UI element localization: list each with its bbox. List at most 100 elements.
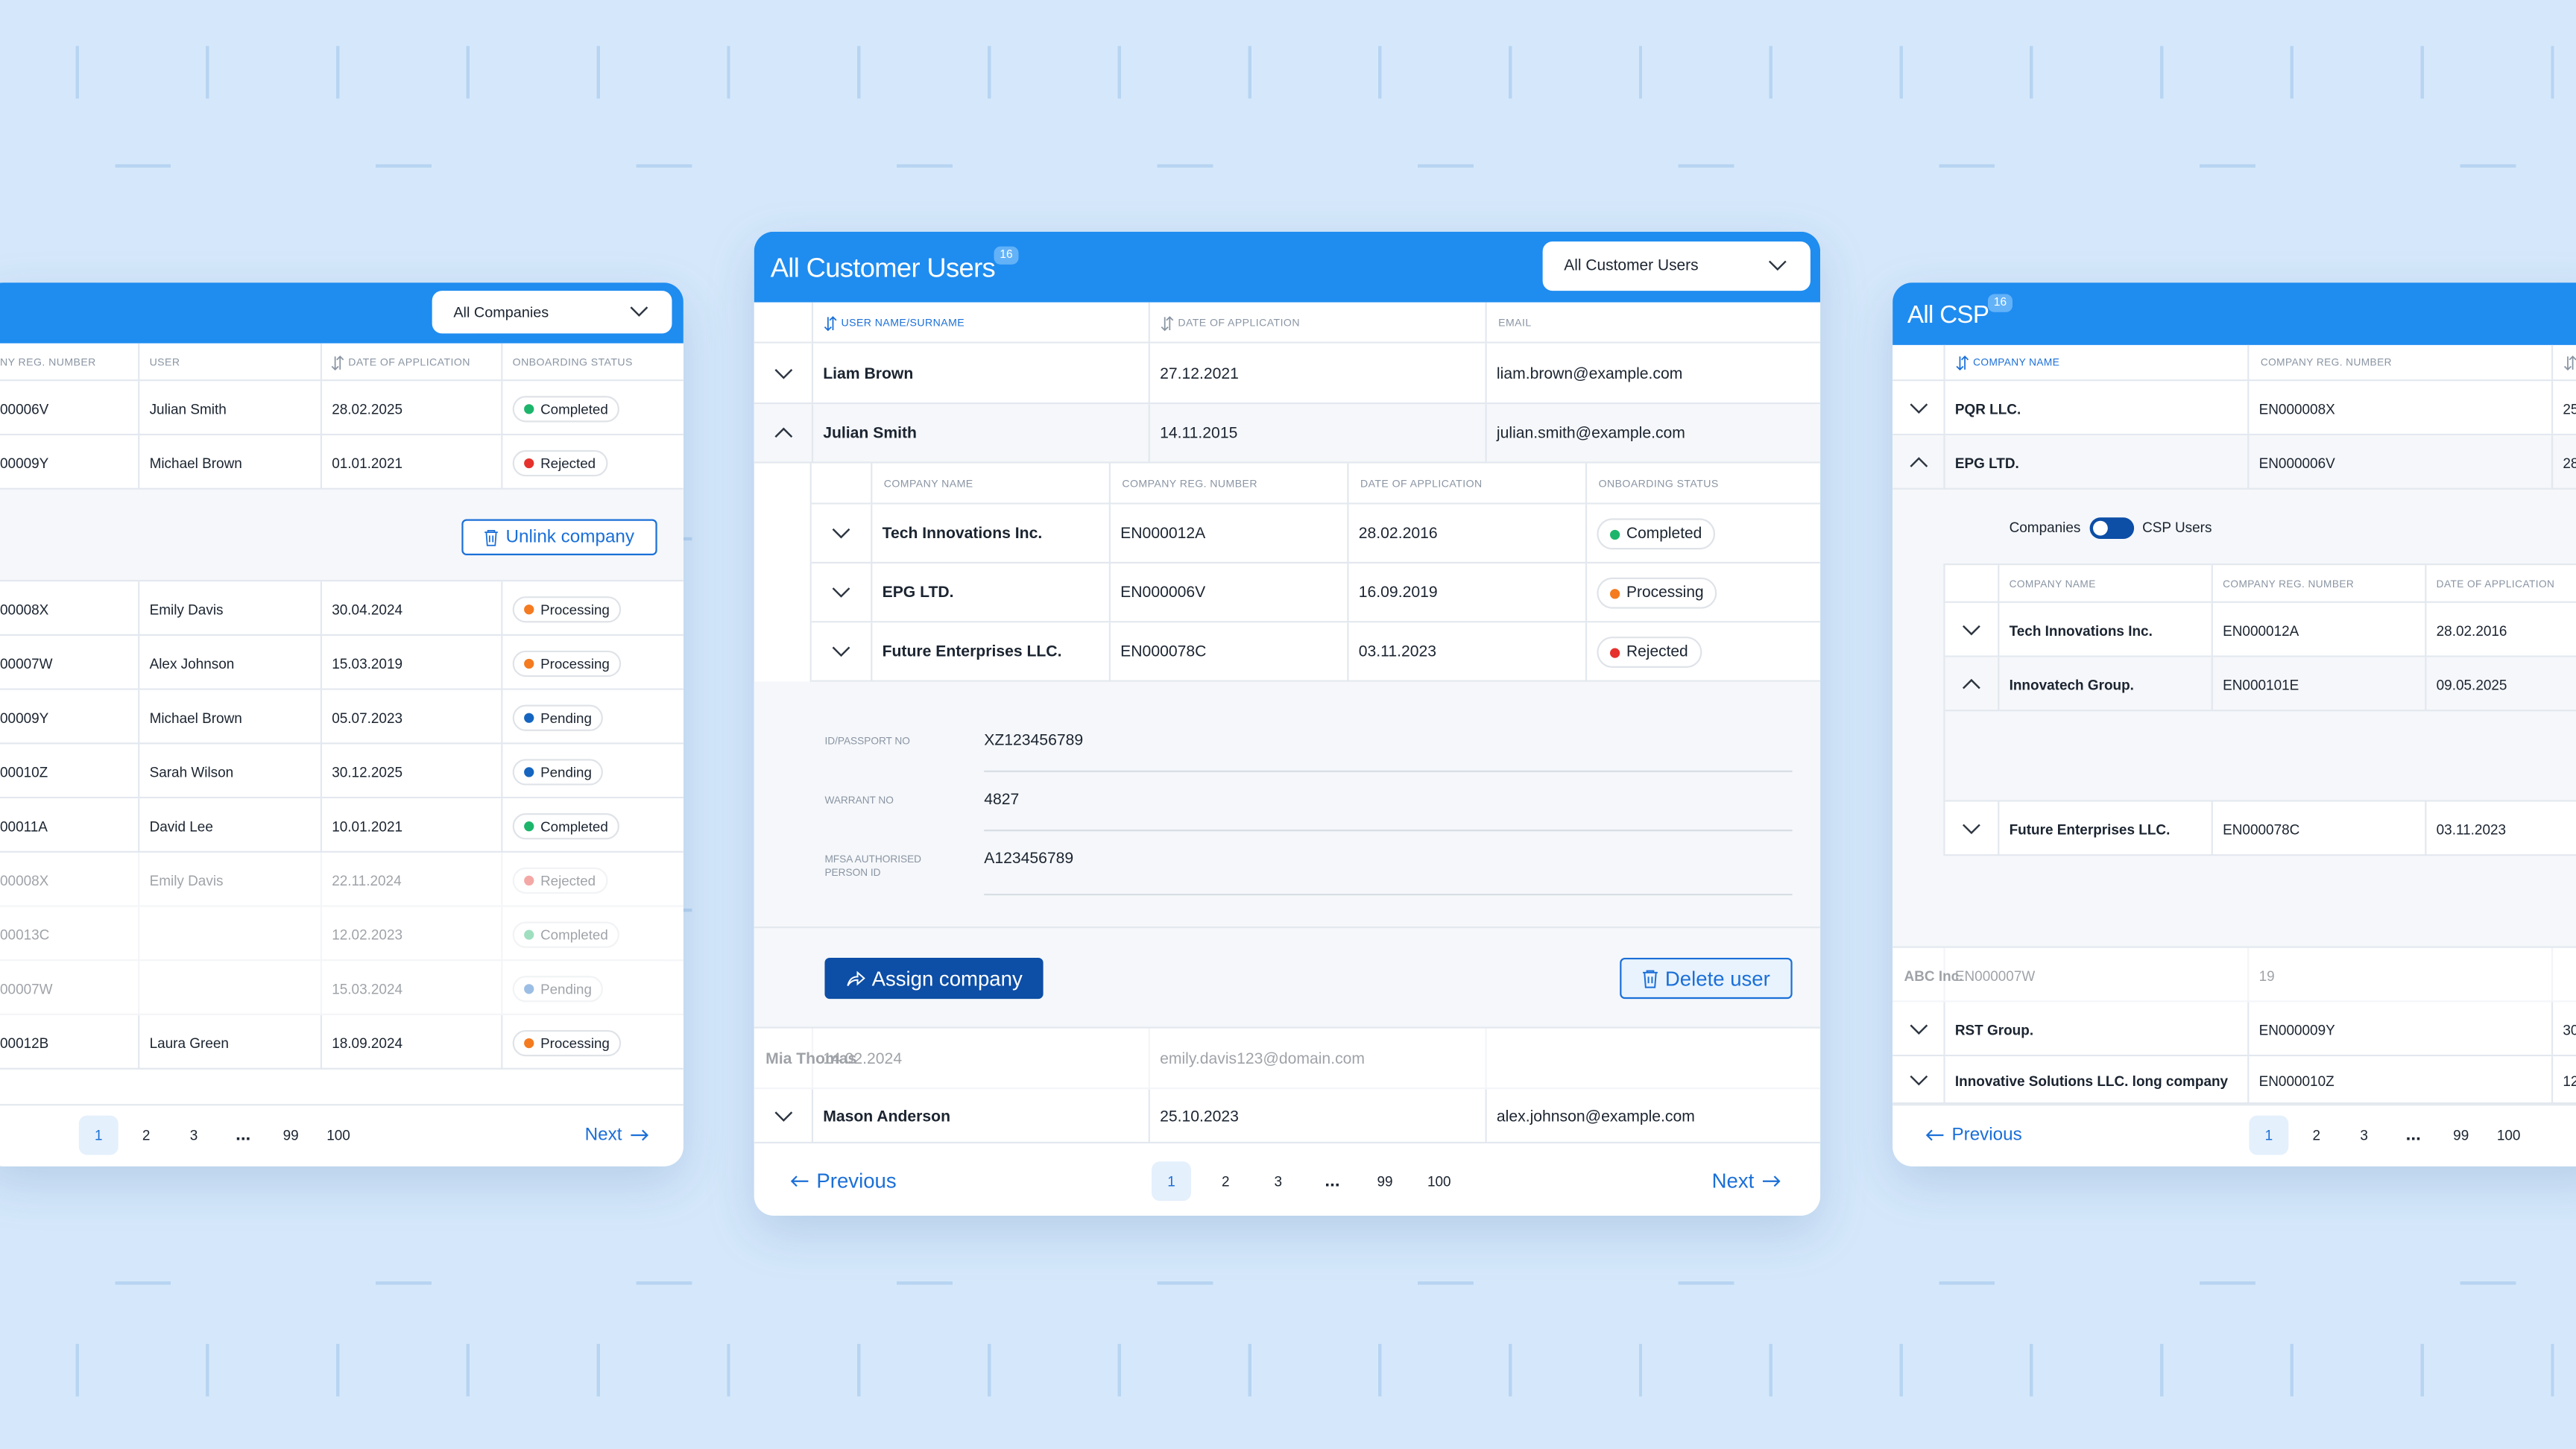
chevron[interactable] <box>832 646 850 657</box>
status-text: Rejected <box>540 871 596 888</box>
assign-button[interactable]: Assign company <box>824 957 1044 1000</box>
column-divider <box>320 1015 322 1070</box>
cell-text: EN000012A <box>2223 622 2299 639</box>
status-dot <box>1610 647 1620 657</box>
cell-text: Mia Thomas <box>765 1049 857 1068</box>
page-number[interactable]: 100 <box>319 1116 359 1155</box>
next-button[interactable]: Next <box>585 1126 648 1145</box>
table-row: Liam Brown 27.12.2021 liam.brown@example.c… <box>754 343 1821 405</box>
status-badge: Pending <box>512 758 604 785</box>
column-divider <box>2425 565 2427 605</box>
chevron[interactable] <box>1963 624 1980 635</box>
status-badge: Completed <box>512 812 620 839</box>
chevron[interactable] <box>832 528 850 539</box>
previous-button[interactable]: Previous <box>790 1169 897 1193</box>
status-dot <box>524 874 534 885</box>
page-number[interactable]: 99 <box>2441 1116 2481 1155</box>
status-text: Completed <box>540 926 608 943</box>
page-number[interactable]: 3 <box>2344 1116 2384 1155</box>
column-divider <box>501 635 503 690</box>
column-divider <box>1347 563 1349 623</box>
dropdown[interactable]: All Customer Users <box>1542 242 1811 291</box>
cell-text: 00007W <box>0 654 53 672</box>
status-dot <box>524 603 534 614</box>
chevron-shape <box>774 367 792 379</box>
column-divider <box>138 343 140 382</box>
chevron[interactable] <box>1963 823 1980 834</box>
count-text: 16 <box>1993 297 2007 309</box>
page-text: 99 <box>1377 1172 1393 1190</box>
arrow-right-shape <box>1762 1175 1780 1187</box>
cell-text: EN000012A <box>1120 525 1206 543</box>
page-number[interactable]: 1 <box>1152 1161 1191 1202</box>
status-text: Pending <box>540 763 592 780</box>
cell-text: EN000006V <box>2258 454 2335 471</box>
sort-icon <box>824 315 837 331</box>
page-number[interactable]: 1 <box>78 1115 119 1155</box>
column-divider <box>501 343 503 382</box>
chevron-shape <box>1909 1074 1928 1085</box>
table-row: ABC Inc. EN000007W 19 <box>1892 947 2576 1003</box>
cell-text: 00009Y <box>0 454 49 471</box>
toggle-switch[interactable] <box>2089 517 2135 539</box>
cell-text: Michael Brown <box>149 454 242 471</box>
chevron[interactable] <box>774 367 792 379</box>
share-icon <box>846 970 865 986</box>
page-number[interactable]: 100 <box>2489 1116 2528 1155</box>
page-number[interactable]: 2 <box>127 1116 166 1155</box>
chevron[interactable] <box>1963 678 1980 689</box>
page-text: 100 <box>326 1126 350 1144</box>
page-number[interactable]: 3 <box>1258 1161 1298 1201</box>
next-button[interactable]: Next <box>1712 1169 1781 1193</box>
cell-text: emily.davis123@domain.com <box>1160 1049 1366 1068</box>
column-divider <box>138 381 140 436</box>
page-number[interactable]: 3 <box>174 1116 214 1155</box>
column-divider <box>1585 622 1588 682</box>
chevron[interactable] <box>832 587 850 598</box>
decor <box>0 1281 2576 1285</box>
arrow-right <box>630 1129 648 1141</box>
dropdown[interactable]: All Companies <box>432 291 672 334</box>
unlink-button[interactable]: Unlink company <box>461 519 657 555</box>
status-dot <box>524 766 534 777</box>
column-divider <box>138 581 140 636</box>
column-divider <box>2551 947 2554 1003</box>
page-number[interactable]: ... <box>2393 1116 2433 1155</box>
page-number[interactable]: 100 <box>1419 1161 1459 1201</box>
previous-button[interactable]: Previous <box>1925 1126 2022 1145</box>
page-number[interactable]: 1 <box>2249 1115 2289 1155</box>
chevron[interactable] <box>1909 402 1928 413</box>
delete-button[interactable]: Delete user <box>1620 957 1793 1000</box>
chevron[interactable] <box>1909 456 1928 467</box>
column-divider <box>1485 302 1487 344</box>
page-number[interactable]: 99 <box>1366 1161 1405 1201</box>
column-header: DATE OF APPLICATION <box>348 356 470 368</box>
chevron[interactable] <box>1768 260 1787 271</box>
detail-label: ID/PASSPORT NO <box>824 736 910 748</box>
page-number[interactable]: 99 <box>271 1116 311 1155</box>
chevron[interactable] <box>630 306 648 317</box>
page-text: 100 <box>1427 1172 1451 1190</box>
chevron-shape <box>1963 678 1980 689</box>
chevron-shape <box>832 646 850 657</box>
column-divider <box>1485 404 1487 464</box>
chevron[interactable] <box>1909 1023 1928 1034</box>
chevron[interactable] <box>774 427 792 438</box>
column-divider <box>138 1015 140 1070</box>
chevron[interactable] <box>774 1111 792 1121</box>
page-text: 3 <box>189 1126 198 1144</box>
cell-text: Innovatech Group. <box>2009 675 2134 693</box>
action-bar: Assign company Delete user <box>754 928 1821 1029</box>
column-divider <box>501 581 503 636</box>
header-row: USER NAME/SURNAME DATE OF APPLICATION EMAI… <box>754 302 1821 344</box>
status-dot <box>524 983 534 994</box>
chevron[interactable] <box>1909 1074 1928 1085</box>
page-number[interactable]: ... <box>224 1116 263 1155</box>
page-number[interactable]: 2 <box>1206 1161 1246 1201</box>
column-divider <box>1998 565 2000 605</box>
page-number[interactable]: 2 <box>2296 1116 2336 1155</box>
cell-text: 30.12.2025 <box>332 763 403 780</box>
page-number[interactable]: ... <box>1313 1161 1352 1201</box>
column-divider <box>2425 602 2427 657</box>
column-divider <box>138 852 140 907</box>
